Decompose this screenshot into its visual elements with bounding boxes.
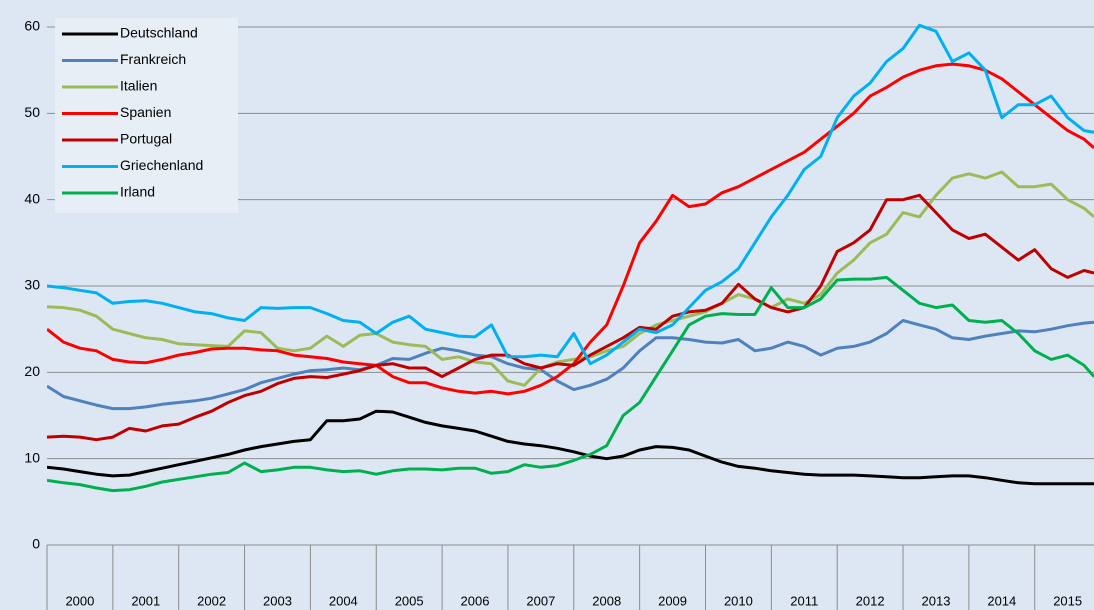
y-tick-label: 0 xyxy=(32,536,40,552)
legend-label: Griechenland xyxy=(120,157,203,173)
y-tick-label: 30 xyxy=(24,277,40,293)
legend-label: Portugal xyxy=(120,131,172,147)
series-line xyxy=(47,319,1094,411)
y-tick-label: 60 xyxy=(24,18,40,34)
legend-box xyxy=(55,18,238,213)
x-tick-label: 2014 xyxy=(987,593,1016,608)
x-tick-label: 2010 xyxy=(724,593,753,608)
x-tick-label: 2000 xyxy=(65,593,94,608)
x-tick-label: 2015 xyxy=(1053,593,1082,608)
y-tick-label: 20 xyxy=(24,363,40,379)
x-tick-label: 2011 xyxy=(790,593,818,608)
y-tick-label: 10 xyxy=(24,449,40,465)
x-tick-label: 2012 xyxy=(856,593,885,608)
x-tick-label: 2003 xyxy=(263,593,292,608)
x-tick-label: 2005 xyxy=(395,593,424,608)
x-tick-label: 2013 xyxy=(922,593,951,608)
x-tick-label: 2008 xyxy=(592,593,621,608)
legend-label: Italien xyxy=(120,78,157,94)
legend-label: Frankreich xyxy=(120,51,186,67)
series-line xyxy=(47,193,1094,442)
series-line xyxy=(47,23,1094,366)
grid: 0 10 20 30 40 50 60 2000 2001 2002 2003 2004 2005 200… xyxy=(24,18,1094,610)
y-tick-label: 50 xyxy=(24,104,40,120)
legend-label: Deutschland xyxy=(120,25,198,41)
legend-label: Irland xyxy=(120,184,155,200)
x-tick-label: 2001 xyxy=(131,593,160,608)
legend: Deutschland Frankreich Italien Spanien Portu… xyxy=(62,25,203,200)
series-line xyxy=(47,170,1094,387)
lines xyxy=(47,23,1094,493)
x-tick-label: 2002 xyxy=(197,593,226,608)
x-tick-label: 2006 xyxy=(461,593,490,608)
y-tick-label: 40 xyxy=(24,190,40,206)
legend-label: Spanien xyxy=(120,104,171,120)
series-line xyxy=(47,275,1094,493)
x-tick-label: 2004 xyxy=(329,593,358,608)
series-line xyxy=(47,409,1094,486)
x-tick-label: 2009 xyxy=(658,593,687,608)
x-tick-label: 2007 xyxy=(526,593,555,608)
